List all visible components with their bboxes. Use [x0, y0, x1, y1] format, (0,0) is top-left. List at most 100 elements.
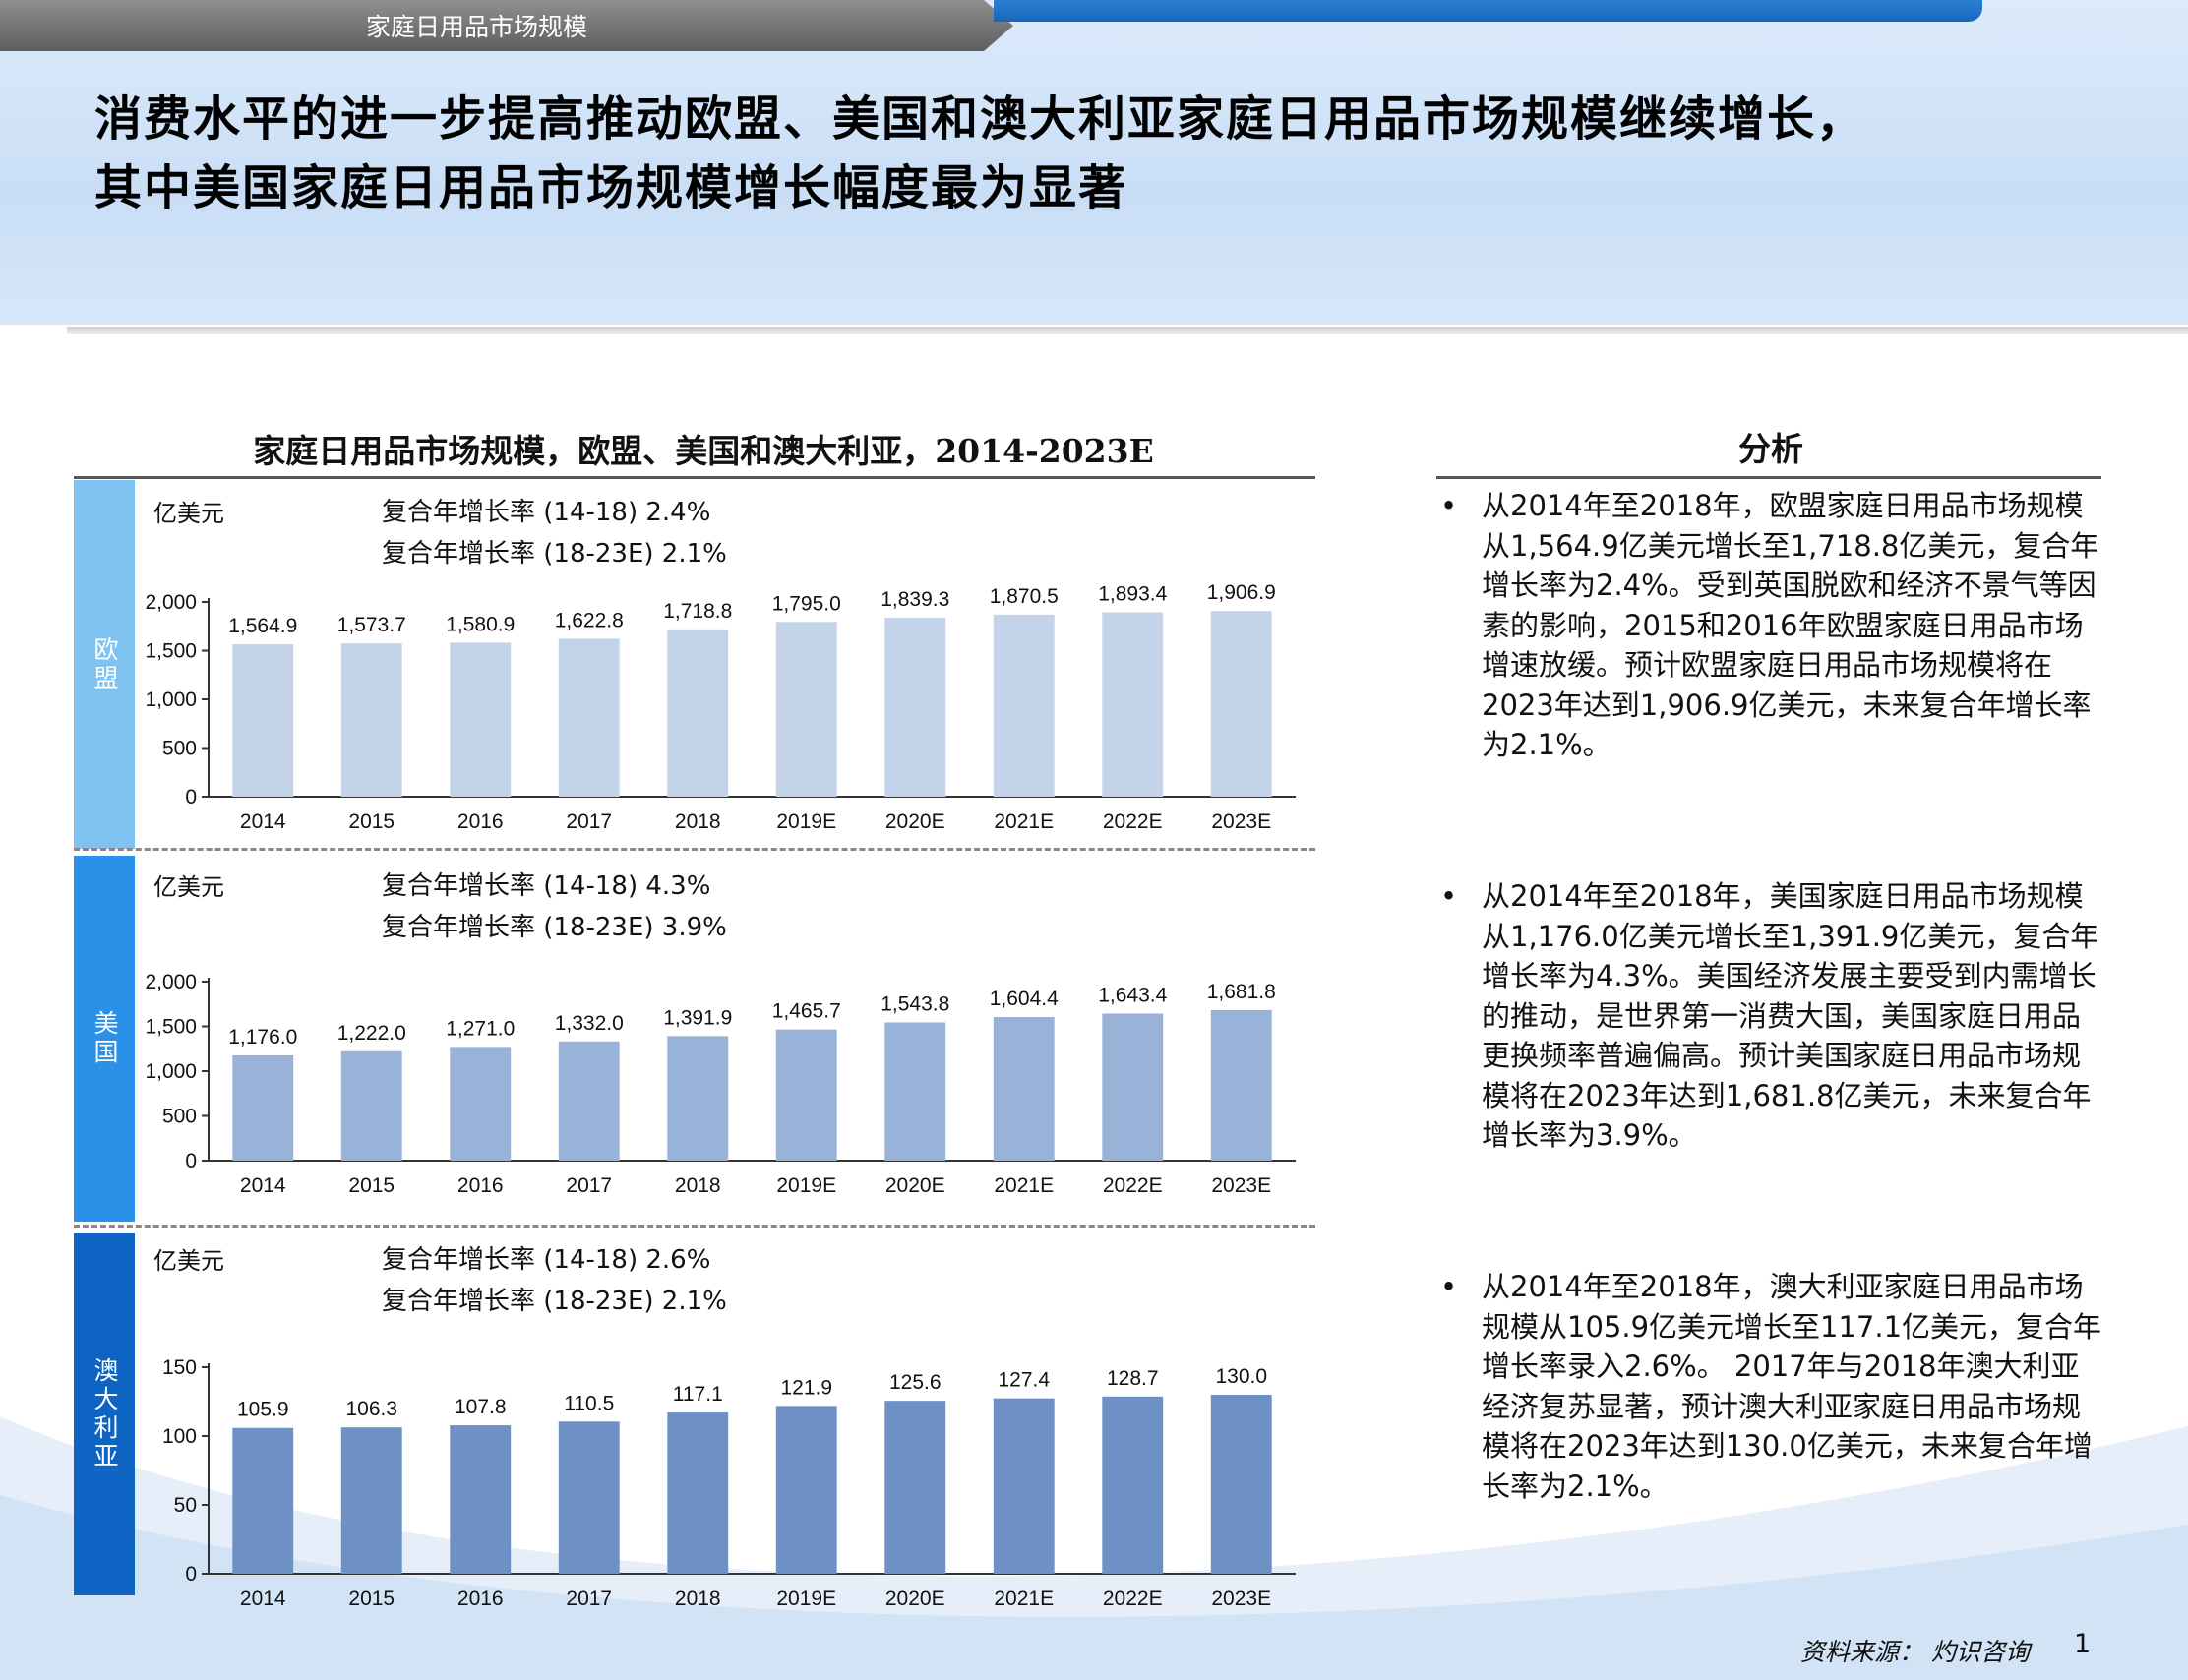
- y-tick-label: 2,000: [145, 591, 197, 614]
- bar-value-label: 1,870.5: [990, 585, 1059, 608]
- bar: [232, 644, 294, 797]
- bar: [775, 622, 837, 797]
- bar: [667, 629, 729, 797]
- bar-value-label: 1,543.8: [881, 993, 949, 1016]
- y-tick-label: 0: [185, 1150, 197, 1172]
- bar: [340, 643, 402, 797]
- bar-chart-au: 0 50 100 150 105.9 2014 106.3 2015 107.8 2016 110.…: [162, 1356, 1296, 1610]
- x-tick-label: 2016: [457, 810, 504, 833]
- bar-value-label: 1,604.4: [990, 988, 1059, 1010]
- x-tick-label: 2019E: [776, 810, 836, 833]
- y-tick-label: 1,500: [145, 640, 197, 663]
- bar-value-label: 1,906.9: [1207, 581, 1276, 604]
- bar-value-label: 1,718.8: [663, 600, 732, 623]
- unit-label: 亿美元: [153, 873, 224, 901]
- panel-divider: [74, 848, 1315, 851]
- x-tick-label: 2017: [566, 810, 612, 833]
- unit-label: 亿美元: [153, 1247, 224, 1275]
- bar-value-label: 127.4: [998, 1369, 1050, 1392]
- bar-value-label: 1,893.4: [1098, 583, 1167, 606]
- y-tick-label: 0: [185, 786, 197, 809]
- x-tick-label: 2016: [457, 1588, 504, 1610]
- header-accent-bar: [994, 0, 1982, 22]
- cagr-14-18: 复合年增长率 (14-18) 2.4%: [382, 498, 711, 527]
- bar-value-label: 1,622.8: [555, 609, 624, 631]
- bar: [558, 1041, 620, 1161]
- bar-value-label: 1,580.9: [446, 613, 515, 635]
- chart-heading-rule: [74, 476, 1315, 479]
- x-tick-label: 2022E: [1103, 810, 1163, 833]
- y-tick-label: 2,000: [145, 971, 197, 993]
- region-label: 美国: [91, 1010, 119, 1067]
- bar-value-label: 1,795.0: [772, 592, 841, 615]
- bar-value-label: 1,332.0: [555, 1012, 624, 1035]
- section-tag: 家庭日用品市场规模: [366, 13, 588, 41]
- x-tick-label: 2015: [348, 1174, 395, 1197]
- y-tick-label: 500: [162, 1106, 197, 1128]
- y-tick-label: 500: [162, 738, 197, 760]
- bar: [775, 1029, 837, 1161]
- x-tick-label: 2017: [566, 1588, 612, 1610]
- x-tick-label: 2014: [240, 1174, 286, 1197]
- cagr-18-23: 复合年增长率 (18-23E) 3.9%: [382, 913, 727, 942]
- bullet-dot: •: [1440, 879, 1458, 913]
- x-tick-label: 2021E: [994, 1588, 1054, 1610]
- bar: [232, 1427, 294, 1574]
- x-tick-label: 2020E: [885, 810, 945, 833]
- cagr-14-18: 复合年增长率 (14-18) 4.3%: [382, 871, 711, 901]
- region-band-au: 澳大利亚: [74, 1233, 135, 1595]
- x-tick-label: 2014: [240, 1588, 286, 1610]
- bar: [450, 642, 512, 797]
- page-title-line1: 消费水平的进一步提高推动欧盟、美国和澳大利亚家庭日用品市场规模继续增长，: [94, 91, 1866, 147]
- bar-value-label: 1,176.0: [228, 1026, 297, 1049]
- y-tick-label: 1,500: [145, 1016, 197, 1039]
- y-tick-label: 150: [162, 1356, 197, 1379]
- bar-value-label: 1,271.0: [446, 1017, 515, 1040]
- bar-value-label: 125.6: [889, 1371, 942, 1394]
- x-tick-label: 2015: [348, 1588, 395, 1610]
- x-tick-label: 2021E: [994, 1174, 1054, 1197]
- bar: [775, 1406, 837, 1574]
- bar-chart-eu: 0 500 1,000 1,500 2,000 1,564.9 2014 1,573.7 201…: [145, 581, 1296, 833]
- cagr-18-23: 复合年增长率 (18-23E) 2.1%: [382, 539, 727, 569]
- bar-value-label: 1,391.9: [663, 1006, 732, 1029]
- cagr-18-23: 复合年增长率 (18-23E) 2.1%: [382, 1287, 727, 1316]
- bar-value-label: 1,681.8: [1207, 981, 1276, 1003]
- x-tick-label: 2023E: [1211, 1174, 1271, 1197]
- x-tick-label: 2018: [675, 1588, 721, 1610]
- bar-value-label: 1,222.0: [337, 1022, 406, 1045]
- analysis-bullet-text: 从2014年至2018年，欧盟家庭日用品市场规模从1,564.9亿美元增长至1,…: [1482, 489, 2099, 761]
- analysis-heading: 分析: [1738, 430, 1803, 468]
- y-tick-label: 0: [185, 1563, 197, 1586]
- bar: [450, 1425, 512, 1574]
- region-label: 欧盟: [91, 635, 119, 693]
- bar: [340, 1050, 402, 1161]
- bar: [340, 1427, 402, 1574]
- x-tick-label: 2014: [240, 810, 286, 833]
- bar: [884, 617, 946, 797]
- header-background: [0, 0, 2188, 325]
- bullet-dot: •: [1440, 1270, 1458, 1303]
- bar-value-label: 105.9: [237, 1399, 289, 1421]
- x-tick-label: 2019E: [776, 1174, 836, 1197]
- bar: [1210, 1395, 1272, 1574]
- bar-value-label: 1,465.7: [772, 1000, 841, 1023]
- page-number: 1: [2074, 1629, 2092, 1659]
- bar-value-label: 1,573.7: [337, 614, 406, 636]
- x-tick-label: 2017: [566, 1174, 612, 1197]
- bar: [884, 1401, 946, 1574]
- region-band-eu: 欧盟: [74, 480, 135, 849]
- bar-value-label: 1,564.9: [228, 615, 297, 637]
- decorative-swoosh: [0, 1416, 2188, 1680]
- analysis-rule: [1436, 476, 2101, 479]
- x-tick-label: 2022E: [1103, 1588, 1163, 1610]
- bullet-dot: •: [1440, 489, 1458, 522]
- bar: [1102, 1396, 1164, 1574]
- panel-divider: [74, 1225, 1315, 1228]
- x-tick-label: 2018: [675, 1174, 721, 1197]
- y-tick-label: 100: [162, 1425, 197, 1448]
- bar: [667, 1036, 729, 1161]
- analysis-bullet-text: 从2014年至2018年，澳大利亚家庭日用品市场规模从105.9亿美元增长至11…: [1482, 1270, 2102, 1503]
- x-tick-label: 2023E: [1211, 1588, 1271, 1610]
- region-label: 澳大利亚: [91, 1357, 119, 1471]
